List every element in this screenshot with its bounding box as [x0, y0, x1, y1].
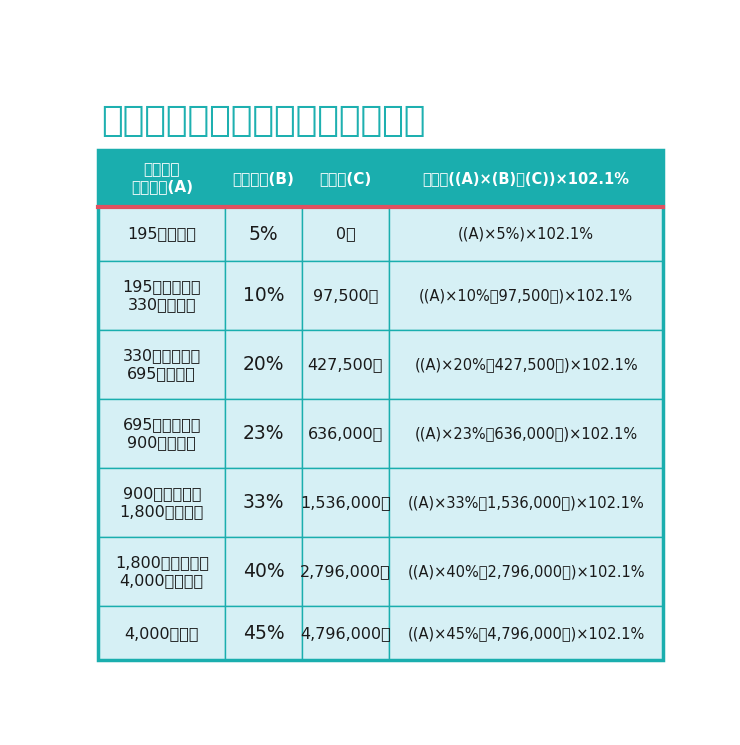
- Bar: [226, 207, 302, 261]
- Bar: [226, 537, 302, 606]
- Text: 5%: 5%: [249, 224, 278, 244]
- Text: 1,536,000円: 1,536,000円: [300, 495, 391, 510]
- Bar: [389, 399, 663, 468]
- Bar: [98, 606, 226, 660]
- Bar: [98, 537, 226, 606]
- Text: ((A)×45%－4,796,000円)×102.1%: ((A)×45%－4,796,000円)×102.1%: [408, 626, 645, 641]
- Text: 20%: 20%: [243, 355, 284, 374]
- Text: 退職所得の源泉徴収税額の速算表: 退職所得の源泉徴収税額の速算表: [101, 104, 425, 138]
- Bar: [98, 399, 226, 468]
- Text: 330万円を超え
695万円以下: 330万円を超え 695万円以下: [123, 349, 201, 381]
- Text: 4,000万円超: 4,000万円超: [124, 626, 199, 641]
- Text: 33%: 33%: [243, 493, 284, 512]
- Bar: [226, 330, 302, 399]
- Bar: [226, 606, 302, 660]
- Bar: [98, 468, 226, 537]
- Text: 課税退職
所得金額(A): 課税退職 所得金額(A): [131, 162, 193, 194]
- Bar: [302, 150, 389, 207]
- Text: ((A)×5%)×102.1%: ((A)×5%)×102.1%: [458, 226, 594, 241]
- Bar: [98, 261, 226, 330]
- Text: ((A)×20%－427,500円)×102.1%: ((A)×20%－427,500円)×102.1%: [414, 357, 638, 372]
- Bar: [98, 150, 226, 207]
- Bar: [389, 468, 663, 537]
- Bar: [389, 537, 663, 606]
- Text: 695万円を超え
900万円以下: 695万円を超え 900万円以下: [123, 417, 201, 450]
- Text: 税額＝((A)×(B)－(C))×102.1%: 税額＝((A)×(B)－(C))×102.1%: [423, 171, 630, 186]
- Bar: [302, 606, 389, 660]
- Bar: [98, 207, 226, 261]
- Text: ((A)×10%－97,500円)×102.1%: ((A)×10%－97,500円)×102.1%: [419, 288, 633, 303]
- Bar: [302, 330, 389, 399]
- Bar: [302, 261, 389, 330]
- Bar: [389, 150, 663, 207]
- Bar: [98, 330, 226, 399]
- Text: 427,500円: 427,500円: [308, 357, 383, 372]
- Text: ((A)×33%－1,536,000円)×102.1%: ((A)×33%－1,536,000円)×102.1%: [408, 495, 645, 510]
- Text: ((A)×40%－2,796,000円)×102.1%: ((A)×40%－2,796,000円)×102.1%: [408, 564, 645, 579]
- Text: 0円: 0円: [335, 226, 355, 241]
- Text: 2,796,000円: 2,796,000円: [300, 564, 391, 579]
- Bar: [389, 330, 663, 399]
- Bar: [302, 399, 389, 468]
- Bar: [226, 261, 302, 330]
- Bar: [226, 150, 302, 207]
- Text: 4,796,000円: 4,796,000円: [300, 626, 391, 641]
- Bar: [226, 468, 302, 537]
- Text: 195万円を超え
330万円以下: 195万円を超え 330万円以下: [123, 279, 201, 311]
- Bar: [302, 468, 389, 537]
- Text: 97,500円: 97,500円: [313, 288, 378, 303]
- Text: ((A)×23%－636,000円)×102.1%: ((A)×23%－636,000円)×102.1%: [414, 426, 638, 441]
- Text: 900万円を超え
1,800万円以下: 900万円を超え 1,800万円以下: [120, 486, 204, 519]
- Text: 控除額(C): 控除額(C): [319, 171, 371, 186]
- Bar: [389, 207, 663, 261]
- Bar: [98, 150, 663, 660]
- Text: 23%: 23%: [243, 424, 284, 443]
- Text: 636,000円: 636,000円: [308, 426, 383, 441]
- Bar: [389, 606, 663, 660]
- Text: 所得税率(B): 所得税率(B): [232, 171, 295, 186]
- Text: 45%: 45%: [243, 624, 284, 643]
- Bar: [302, 537, 389, 606]
- Bar: [226, 399, 302, 468]
- Text: 195万円以下: 195万円以下: [127, 226, 196, 241]
- Bar: [302, 207, 389, 261]
- Text: 10%: 10%: [243, 286, 284, 305]
- Text: 40%: 40%: [243, 562, 284, 581]
- Text: 1,800万円を超え
4,000万円以下: 1,800万円を超え 4,000万円以下: [115, 556, 209, 588]
- Bar: [389, 261, 663, 330]
